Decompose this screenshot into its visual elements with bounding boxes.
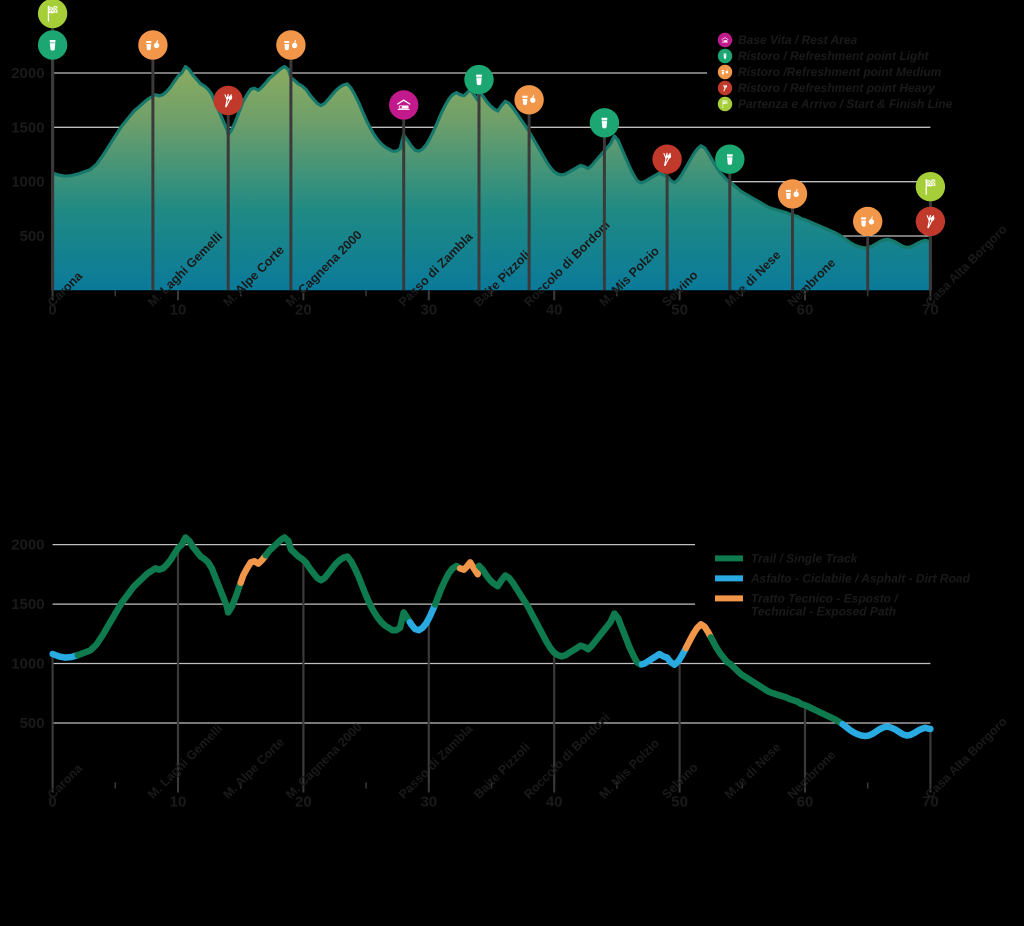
svg-text:Tratto Tecnico - Esposto /: Tratto Tecnico - Esposto / bbox=[751, 591, 899, 605]
svg-text:Casa Alta Borgoro: Casa Alta Borgoro bbox=[923, 714, 1010, 801]
svg-text:M. Alpe Corte: M. Alpe Corte bbox=[220, 735, 287, 802]
svg-text:M.te di Nese: M.te di Nese bbox=[722, 740, 784, 802]
svg-text:Casa Alta Borgoro: Casa Alta Borgoro bbox=[923, 222, 1010, 309]
svg-text:2000: 2000 bbox=[11, 65, 44, 82]
svg-text:1000: 1000 bbox=[11, 656, 44, 673]
svg-text:Partenza e Arrivo / Start & Fi: Partenza e Arrivo / Start & Finish Line bbox=[738, 97, 953, 111]
svg-text:Trail / Single Track: Trail / Single Track bbox=[751, 551, 859, 565]
svg-text:Ristoro / Refreshment point Li: Ristoro / Refreshment point Light bbox=[738, 49, 930, 63]
svg-text:30: 30 bbox=[420, 301, 437, 318]
svg-text:40: 40 bbox=[546, 301, 563, 318]
svg-text:M. Mis Polzio: M. Mis Polzio bbox=[597, 736, 663, 802]
svg-text:10: 10 bbox=[170, 301, 187, 318]
svg-text:Ristoro / Refreshment point He: Ristoro / Refreshment point Heavy bbox=[738, 81, 936, 95]
svg-text:500: 500 bbox=[20, 715, 45, 732]
svg-text:2000: 2000 bbox=[11, 537, 44, 554]
svg-text:Base Vita / Rest Area: Base Vita / Rest Area bbox=[738, 33, 857, 47]
svg-text:Carona: Carona bbox=[45, 761, 86, 802]
svg-text:M. Laghi Gemelli: M. Laghi Gemelli bbox=[145, 721, 225, 801]
svg-text:Roccolo di Bordoni: Roccolo di Bordoni bbox=[521, 710, 612, 801]
svg-text:Asfalto - Ciclabile / Asphalt: Asfalto - Ciclabile / Asphalt - Dirt Roa… bbox=[750, 571, 971, 585]
svg-text:1000: 1000 bbox=[11, 174, 44, 191]
svg-text:1500: 1500 bbox=[11, 119, 44, 136]
svg-text:M. Cagnena 2000: M. Cagnena 2000 bbox=[283, 720, 365, 802]
svg-text:500: 500 bbox=[20, 228, 45, 245]
svg-text:1500: 1500 bbox=[11, 596, 44, 613]
svg-text:Ristoro /Refreshment point Med: Ristoro /Refreshment point Medium bbox=[738, 65, 942, 79]
svg-text:40: 40 bbox=[546, 794, 563, 811]
svg-text:Technical - Exposed Path: Technical - Exposed Path bbox=[751, 604, 896, 618]
svg-text:Passo di Zambla: Passo di Zambla bbox=[396, 721, 476, 801]
svg-text:10: 10 bbox=[170, 794, 187, 811]
svg-text:30: 30 bbox=[420, 794, 437, 811]
